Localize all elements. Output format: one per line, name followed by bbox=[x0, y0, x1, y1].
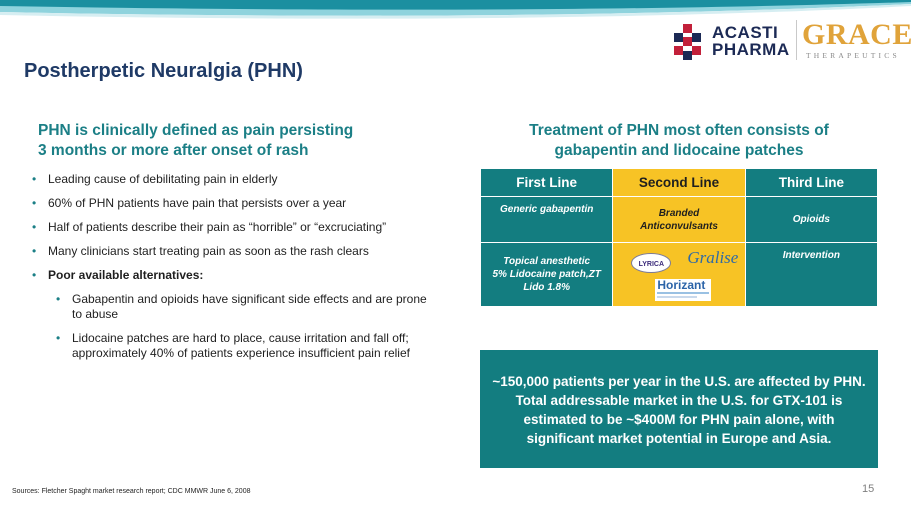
sub-list-item: • Gabapentin and opioids have significant… bbox=[56, 292, 427, 321]
phn-facts-list: • Leading cause of debilitating pain in e… bbox=[32, 172, 432, 370]
cell-brand-logos: LYRICA Gralise Horizant bbox=[612, 242, 746, 307]
phn-definition-heading: PHN is clinically defined as pain persis… bbox=[38, 122, 354, 159]
cell-branded-anticonvulsants: Branded Anticonvulsants bbox=[612, 196, 746, 243]
grace-logo-subtext: THERAPEUTICS bbox=[806, 51, 900, 60]
company-logos: ACASTI PHARMA GRACE THERAPEUTICS bbox=[668, 18, 911, 62]
lyrica-logo: LYRICA bbox=[631, 252, 672, 273]
grace-logo-text: GRACE bbox=[802, 18, 911, 51]
bullet-icon: • bbox=[32, 172, 37, 186]
header-swoosh bbox=[0, 0, 911, 19]
page-title: Postherpetic Neuralgia (PHN) bbox=[24, 60, 303, 82]
bullet-icon: • bbox=[32, 196, 37, 210]
table-row: Generic gabapentin Branded Anticonvulsan… bbox=[479, 196, 879, 243]
list-item: • 60% of PHN patients have pain that pers… bbox=[32, 196, 347, 210]
bullet-icon: • bbox=[32, 244, 37, 258]
acasti-logo-text: ACASTI PHARMA bbox=[712, 23, 790, 59]
treatment-lines-table: First Line Second Line Third Line Generi… bbox=[479, 168, 879, 307]
header-second-line: Second Line bbox=[612, 168, 746, 197]
market-size-callout: ~150,000 patients per year in the U.S. a… bbox=[480, 350, 878, 468]
horizant-logo: Horizant bbox=[655, 278, 712, 301]
bullet-icon: • bbox=[32, 268, 37, 282]
treatment-heading: Treatment of PHN most often consists of … bbox=[529, 122, 829, 159]
list-item: • Poor available alternatives: bbox=[32, 268, 204, 282]
cell-opioids: Opioids bbox=[744, 196, 879, 243]
table-row: Topical anesthetic 5% Lidocaine patch,ZT… bbox=[479, 242, 879, 307]
list-item: • Half of patients describe their pain as… bbox=[32, 220, 387, 234]
list-item: • Many clinicians start treating pain as … bbox=[32, 244, 369, 258]
cell-intervention: Intervention bbox=[744, 242, 879, 307]
sub-list-item: • Lidocaine patches are hard to place, ca… bbox=[56, 331, 410, 360]
list-item: • Leading cause of debilitating pain in e… bbox=[32, 172, 278, 186]
table-header-row: First Line Second Line Third Line bbox=[479, 168, 879, 197]
brand-logos: LYRICA Gralise Horizant bbox=[617, 247, 740, 303]
logo-divider bbox=[796, 20, 797, 60]
bullet-icon: • bbox=[56, 331, 61, 345]
header-third-line: Third Line bbox=[744, 168, 879, 197]
sources-footnote: Sources: Fletcher Spaght market research… bbox=[12, 488, 251, 495]
acasti-logo-icon bbox=[674, 24, 701, 60]
page-number: 15 bbox=[862, 483, 875, 495]
header-first-line: First Line bbox=[479, 168, 614, 197]
cell-topical-anesthetic: Topical anesthetic 5% Lidocaine patch,ZT… bbox=[479, 242, 614, 307]
bullet-icon: • bbox=[32, 220, 37, 234]
cell-generic-gabapentin: Generic gabapentin bbox=[479, 196, 614, 243]
gralise-logo: Gralise bbox=[687, 247, 739, 267]
bullet-icon: • bbox=[56, 292, 61, 306]
